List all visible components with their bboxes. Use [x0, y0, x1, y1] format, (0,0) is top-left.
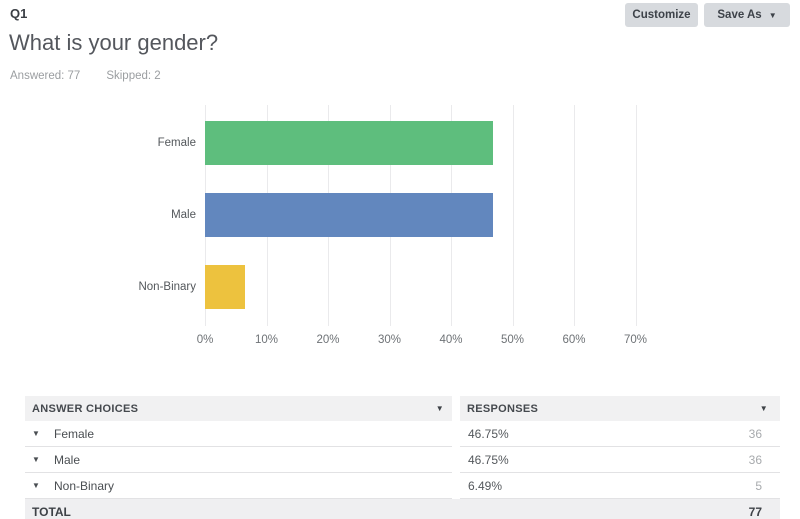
- x-tick-label: 40%: [439, 334, 463, 346]
- answer-choices-header-label: ANSWER CHOICES: [32, 402, 139, 415]
- gridline: [574, 105, 575, 326]
- response-cell: 46.75% 36: [460, 447, 780, 473]
- sort-caret-icon[interactable]: ▼: [759, 403, 768, 413]
- category-label: Male: [171, 209, 196, 221]
- responses-header-label: RESPONSES: [467, 402, 539, 415]
- total-label: TOTAL: [32, 505, 71, 519]
- answered-count: Answered: 77: [10, 70, 81, 82]
- bar-male: [205, 193, 493, 237]
- category-label: Non-Binary: [138, 281, 196, 293]
- response-count: 5: [755, 478, 762, 493]
- bar-female: [205, 121, 493, 165]
- expand-caret-icon[interactable]: ▼: [32, 428, 40, 438]
- customize-button-label: Customize: [632, 9, 691, 21]
- x-tick-label: 20%: [316, 334, 340, 346]
- x-tick-label: 30%: [377, 334, 402, 346]
- chart-plot: [205, 105, 652, 326]
- save-as-button[interactable]: Save As ▼: [704, 3, 790, 27]
- answer-choices-header[interactable]: ANSWER CHOICES ▼: [25, 396, 452, 421]
- table-body: ▼ Female 46.75% 36 ▼ Male 46.75% 36 ▼ Non-Binary 6…: [25, 421, 780, 499]
- chevron-down-icon: ▼: [768, 11, 777, 20]
- question-number: Q1: [10, 6, 28, 21]
- response-stats: Answered: 77 Skipped: 2: [10, 70, 161, 82]
- table-header: ANSWER CHOICES ▼ RESPONSES ▼: [25, 396, 780, 421]
- chart-x-axis: 0% 10% 20% 30% 40% 50% 60% 70%: [197, 334, 652, 350]
- answer-cell: ▼ Non-Binary: [25, 473, 452, 499]
- response-percent: 46.75%: [468, 426, 509, 441]
- response-count: 36: [748, 426, 762, 441]
- x-tick-label: 10%: [254, 334, 279, 346]
- sort-caret-icon[interactable]: ▼: [435, 403, 444, 413]
- table-total-row: TOTAL 77: [25, 499, 780, 519]
- response-cell: 46.75% 36: [460, 421, 780, 447]
- category-label: Female: [157, 137, 196, 149]
- table-row: ▼ Non-Binary 6.49% 5: [25, 473, 780, 499]
- total-count: 77: [748, 505, 762, 519]
- customize-button[interactable]: Customize: [625, 3, 698, 27]
- x-tick-label: 60%: [562, 334, 586, 346]
- x-tick-label: 0%: [196, 334, 214, 346]
- expand-caret-icon[interactable]: ▼: [32, 480, 40, 490]
- save-as-button-label: Save As: [717, 9, 762, 21]
- table-row: ▼ Female 46.75% 36: [25, 421, 780, 447]
- gridline: [635, 105, 637, 326]
- answer-choice-label: Female: [54, 426, 95, 441]
- answer-cell: ▼ Female: [25, 421, 452, 447]
- gridline: [512, 105, 514, 326]
- expand-caret-icon[interactable]: ▼: [32, 454, 40, 464]
- chart-category-labels: Female Male Non-Binary: [0, 105, 196, 326]
- page-title: What is your gender?: [9, 30, 219, 55]
- results-table: ANSWER CHOICES ▼ RESPONSES ▼ ▼ Female 46.7…: [25, 396, 780, 519]
- answer-choice-label: Male: [54, 452, 81, 467]
- bar-non-binary: [205, 265, 245, 309]
- response-cell: 6.49% 5: [460, 473, 780, 499]
- response-percent: 46.75%: [468, 452, 509, 467]
- response-percent: 6.49%: [468, 478, 503, 493]
- responses-header[interactable]: RESPONSES ▼: [460, 396, 780, 421]
- skipped-count: Skipped: 2: [106, 70, 161, 82]
- bar-chart: Female Male Non-Binary 0% 10% 20% 30% 40% 50% 60…: [0, 95, 800, 360]
- answer-choice-label: Non-Binary: [54, 478, 115, 493]
- x-tick-label: 50%: [500, 334, 525, 346]
- x-tick-label: 70%: [623, 334, 648, 346]
- table-row: ▼ Male 46.75% 36: [25, 447, 780, 473]
- answer-cell: ▼ Male: [25, 447, 452, 473]
- response-count: 36: [748, 452, 762, 467]
